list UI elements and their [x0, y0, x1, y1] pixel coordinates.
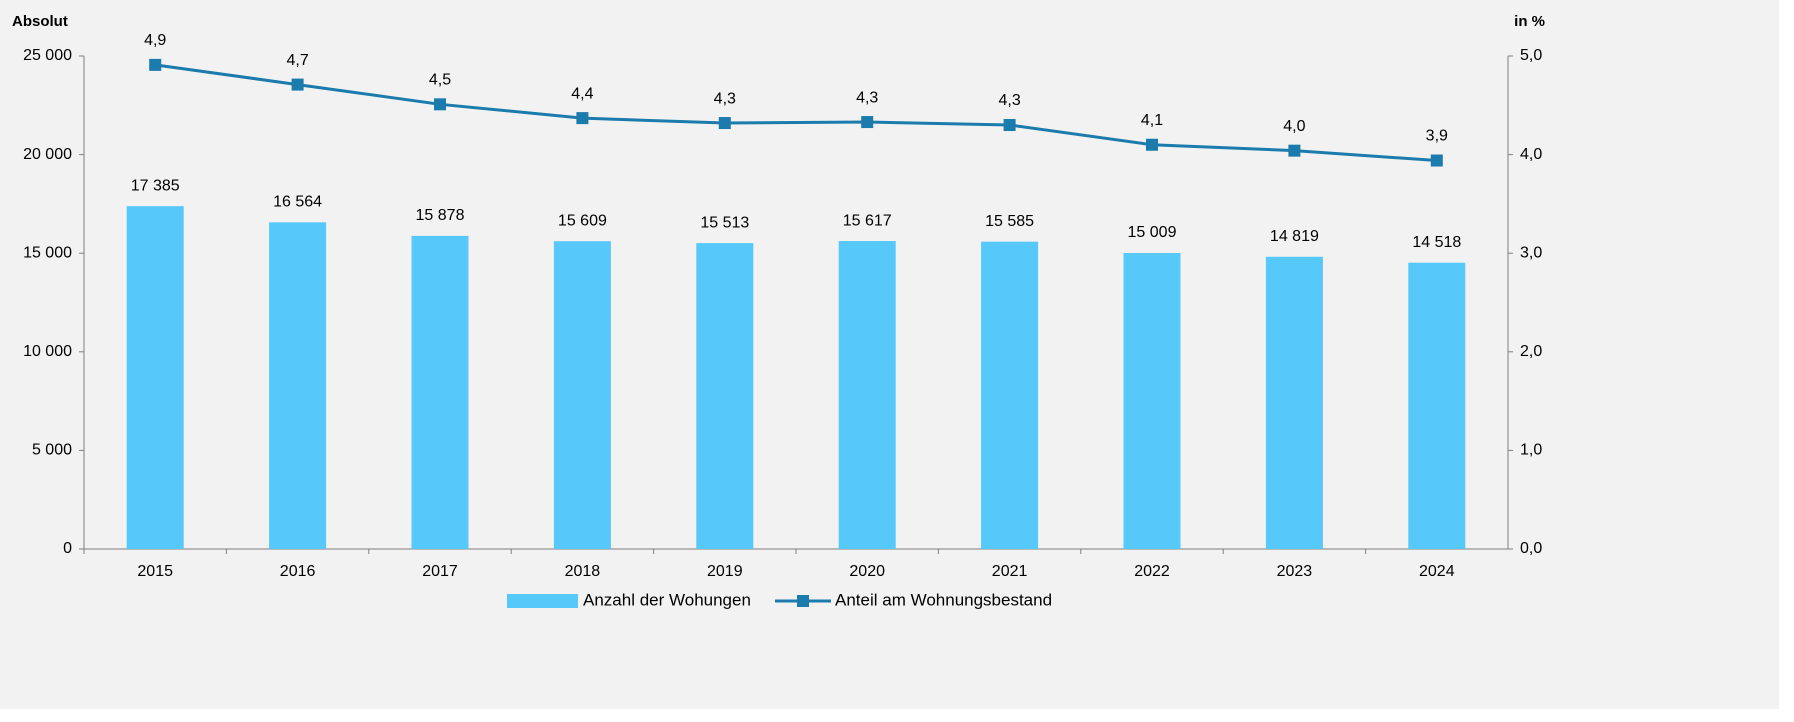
y-tick-label: 0 — [63, 540, 72, 557]
bar — [838, 241, 896, 549]
y-tick-label: 15 000 — [23, 244, 72, 261]
bar-value-label: 15 617 — [843, 212, 892, 229]
bar — [1123, 253, 1181, 549]
legend-swatch — [507, 594, 578, 608]
x-tick-label: 2020 — [849, 563, 885, 580]
line-marker — [1146, 138, 1158, 151]
line-value-label: 4,0 — [1283, 118, 1305, 135]
line-value-label: 4,7 — [286, 52, 308, 69]
x-tick-label: 2019 — [707, 563, 743, 580]
line-marker — [149, 58, 162, 71]
x-tick-label: 2016 — [280, 563, 316, 580]
bar-value-label: 16 564 — [273, 194, 322, 211]
line-marker — [861, 116, 874, 129]
y2-tick-label: 3,0 — [1520, 244, 1542, 261]
line-value-label: 4,1 — [1141, 112, 1163, 129]
bar-value-label: 14 518 — [1412, 234, 1461, 251]
y2-axis-title: in % — [1514, 13, 1545, 30]
line-value-label: 4,3 — [714, 90, 736, 107]
y-tick-label: 10 000 — [23, 343, 72, 360]
y-tick-label: 20 000 — [23, 146, 72, 163]
x-tick-label: 2021 — [992, 563, 1028, 580]
line-marker — [718, 117, 731, 130]
line-value-label: 4,9 — [144, 32, 166, 49]
line-marker — [1288, 144, 1301, 157]
bar-value-label: 15 513 — [700, 214, 749, 231]
bar-value-label: 17 385 — [131, 177, 180, 194]
x-tick-label: 2022 — [1134, 563, 1170, 580]
x-tick-label: 2023 — [1277, 563, 1313, 580]
bar — [1265, 256, 1323, 549]
line-marker — [576, 112, 589, 125]
line-value-label: 4,4 — [571, 85, 593, 102]
bar-value-label: 14 819 — [1270, 228, 1319, 245]
line-marker — [1430, 154, 1443, 167]
line-marker — [291, 78, 304, 91]
legend-swatch-marker — [797, 595, 809, 607]
x-tick-label: 2024 — [1419, 563, 1455, 580]
bar-value-label: 15 878 — [416, 207, 465, 224]
bar — [269, 222, 327, 550]
bar — [126, 206, 184, 550]
bar — [696, 243, 754, 550]
line-marker — [434, 98, 446, 111]
line-value-label: 4,5 — [429, 72, 451, 89]
line-value-label: 3,9 — [1426, 128, 1448, 145]
x-tick-label: 2017 — [422, 563, 458, 580]
bar-value-label: 15 009 — [1128, 224, 1177, 241]
y-axis-title: Absolut — [12, 13, 68, 30]
y-tick-label: 25 000 — [23, 47, 72, 64]
y-tick-label: 5 000 — [32, 442, 72, 459]
line — [154, 63, 1437, 163]
y2-tick-label: 4,0 — [1520, 146, 1542, 163]
y2-tick-label: 1,0 — [1520, 442, 1542, 459]
line-marker — [1003, 119, 1016, 132]
y2-tick-label: 0,0 — [1520, 540, 1542, 557]
legend-label: Anteil am Wohnungsbestand — [835, 590, 1052, 609]
y2-tick-label: 2,0 — [1520, 343, 1542, 360]
bar — [981, 241, 1039, 549]
y2-tick-label: 5,0 — [1520, 47, 1542, 64]
x-tick-label: 2018 — [565, 563, 601, 580]
bar — [411, 235, 469, 549]
line-value-label: 4,3 — [856, 89, 878, 106]
bar-value-label: 15 585 — [985, 213, 1034, 230]
legend-label: Anzahl der Wohungen — [583, 590, 751, 609]
line-value-label: 4,3 — [998, 92, 1020, 109]
x-tick-label: 2015 — [137, 563, 173, 580]
bar-value-label: 15 609 — [558, 212, 607, 229]
bar — [553, 241, 611, 549]
bar — [1408, 262, 1466, 549]
